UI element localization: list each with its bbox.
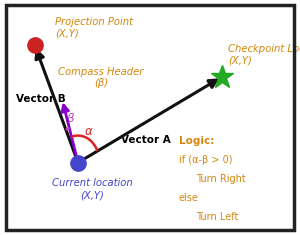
Text: Compass Header
(β): Compass Header (β) (58, 67, 144, 88)
Text: else: else (179, 193, 199, 203)
Text: Turn Left: Turn Left (196, 212, 239, 222)
Text: Turn Right: Turn Right (196, 174, 246, 184)
Text: β: β (66, 112, 73, 125)
Text: Checkpoint Location
(X,Y): Checkpoint Location (X,Y) (228, 44, 300, 66)
Text: Logic:: Logic: (179, 136, 214, 145)
Text: α: α (84, 125, 92, 138)
Text: Vector B: Vector B (16, 94, 66, 104)
Text: Vector A: Vector A (121, 135, 171, 145)
Text: Projection Point
(X,Y): Projection Point (X,Y) (55, 17, 133, 39)
Text: Current location
(X,Y): Current location (X,Y) (52, 178, 133, 200)
Text: if (α-β > 0): if (α-β > 0) (179, 155, 232, 165)
